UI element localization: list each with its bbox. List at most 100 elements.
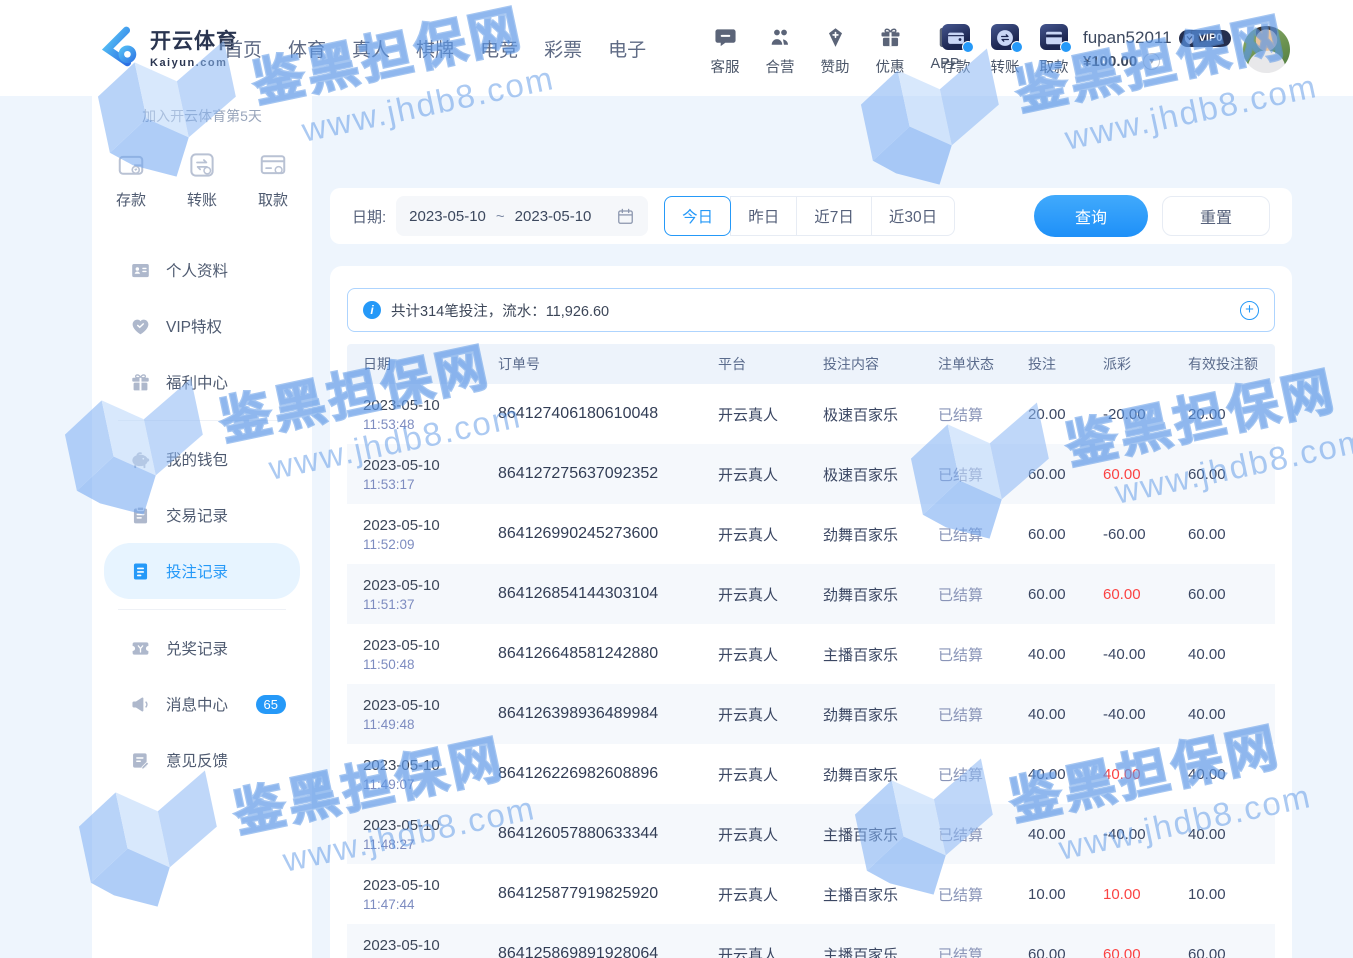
cell-bet-amount: 60.00	[1028, 465, 1066, 483]
date-range-input[interactable]: 2023-05-10 ~ 2023-05-10	[396, 196, 649, 236]
cell-platform: 开云真人	[718, 766, 779, 784]
sidebar-item-bet-records-label: 投注记录	[166, 564, 229, 581]
table-row: 2023-05-10 11:47:44 864125877919825920 开云…	[347, 864, 1275, 924]
header-transfer[interactable]: 转账	[987, 24, 1023, 77]
header-wallet-actions: 存款 转账 取款	[938, 24, 1072, 77]
range-button-4[interactable]: 近30日	[870, 196, 956, 236]
sidebar-quick-deposit[interactable]: 存款	[116, 150, 146, 210]
user-menu[interactable]: fupan52011 VIP0 ¥100.00 ▾	[1083, 28, 1232, 70]
chevron-down-icon[interactable]: ▾	[1143, 53, 1161, 70]
cell-date: 2023-05-10 11:47:44	[363, 876, 440, 912]
header-service[interactable]: 客服	[705, 26, 745, 77]
sidebar-menu: 个人资料 VIP特权 福利中心 我的钱包 交易记录 投注记录 兑奖记录 消息中心…	[92, 242, 312, 788]
partners-icon	[769, 26, 792, 49]
balance: ¥100.00	[1083, 53, 1138, 70]
sidebar-item-transactions[interactable]: 交易记录	[92, 487, 312, 543]
column-header-2: 订单号	[498, 356, 540, 372]
nav-item-6[interactable]: 彩票	[544, 39, 583, 61]
sidebar-quick-withdraw[interactable]: 取款	[258, 150, 288, 210]
cell-payout: -40.00	[1103, 825, 1146, 843]
cell-status: 已结算	[938, 766, 984, 784]
nav-item-4[interactable]: 棋牌	[416, 39, 455, 61]
main-nav: 首页 体育 真人 棋牌 电竞 彩票 电子	[224, 0, 646, 96]
cell-platform: 开云真人	[718, 406, 779, 424]
cell-bet-content: 主播百家乐	[823, 826, 899, 844]
cell-status: 已结算	[938, 406, 984, 424]
cell-bet-content: 劲舞百家乐	[823, 766, 899, 784]
sidebar-item-feedback[interactable]: 意见反馈	[92, 732, 312, 788]
sidebar-item-bet-records[interactable]: 投注记录	[104, 543, 300, 599]
calendar-icon	[616, 207, 635, 226]
piggy-icon	[130, 449, 151, 470]
nav-item-1[interactable]: 首页	[224, 39, 263, 61]
search-button[interactable]: 查询	[1034, 195, 1148, 237]
cell-valid-amount: 40.00	[1188, 825, 1226, 843]
sidebar-item-vip[interactable]: VIP特权	[92, 298, 312, 354]
nav-item-2[interactable]: 体育	[288, 39, 327, 61]
reset-button[interactable]: 重置	[1162, 196, 1270, 236]
expand-plus-icon[interactable]: +	[1240, 300, 1259, 320]
cell-bet-amount: 40.00	[1028, 645, 1066, 663]
nav-item-3[interactable]: 真人	[352, 39, 391, 61]
menu-divider	[118, 420, 286, 421]
sidebar-item-welfare[interactable]: 福利中心	[92, 354, 312, 410]
sidebar-item-wallet[interactable]: 我的钱包	[92, 431, 312, 487]
wallet-outline-icon	[116, 150, 146, 180]
cell-date: 2023-05-10 11:53:17	[363, 456, 440, 492]
cell-platform: 开云真人	[718, 586, 779, 604]
cell-payout: 60.00	[1103, 585, 1141, 603]
range-button-1[interactable]: 今日	[664, 196, 732, 236]
sidebar-item-wallet-label: 我的钱包	[166, 452, 229, 469]
sidebar-item-profile[interactable]: 个人资料	[92, 242, 312, 298]
header-sponsor[interactable]: 赞助	[815, 26, 855, 77]
cell-status: 已结算	[938, 826, 984, 844]
header-sponsor-label: 赞助	[820, 60, 850, 76]
sidebar-quick-transfer[interactable]: 转账	[187, 150, 217, 210]
brand-logo[interactable]: 开云体育 Kaiyun.com	[92, 22, 238, 72]
column-header-7: 派彩	[1103, 356, 1131, 372]
date-separator: ~	[495, 207, 505, 225]
wallet-tile-icon	[942, 24, 974, 53]
table-row: 2023-05-10 11:48:27 864126057880633344 开云…	[347, 804, 1275, 864]
cell-status: 已结算	[938, 946, 984, 958]
cell-payout: 10.00	[1103, 885, 1141, 903]
unread-badge: 65	[255, 694, 286, 714]
nav-item-7[interactable]: 电子	[608, 39, 647, 61]
cell-bet-amount: 20.00	[1028, 405, 1066, 423]
transfer-tile-icon	[991, 24, 1023, 53]
table-row: 2023-05-10 11:51:37 864126854144303104 开云…	[347, 564, 1275, 624]
cell-bet-content: 主播百家乐	[823, 646, 899, 664]
cell-bet-amount: 40.00	[1028, 765, 1066, 783]
cell-date: 2023-05-10 11:49:48	[363, 696, 440, 732]
header-withdraw-label: 取款	[1039, 60, 1069, 76]
cell-date: 2023-05-10 11:49:07	[363, 756, 440, 792]
header-withdraw[interactable]: 取款	[1036, 24, 1072, 77]
cell-bet-amount: 40.00	[1028, 825, 1066, 843]
feedback-icon	[130, 750, 151, 771]
sidebar-item-redeem[interactable]: 兑奖记录	[92, 620, 312, 676]
header-transfer-label: 转账	[990, 60, 1020, 76]
header-partners[interactable]: 合营	[760, 26, 800, 77]
avatar[interactable]	[1243, 26, 1290, 73]
column-header-1: 日期	[363, 356, 391, 372]
cell-order-number: 864126398936489984	[498, 705, 659, 722]
cell-bet-content: 劲舞百家乐	[823, 706, 899, 724]
sidebar-item-vip-label: VIP特权	[166, 319, 222, 336]
nav-item-5[interactable]: 电竞	[480, 39, 519, 61]
ticket-icon	[130, 638, 151, 659]
column-header-6: 投注	[1028, 356, 1056, 372]
header-deposit[interactable]: 存款	[938, 24, 974, 77]
cell-date: 2023-05-10 11:51:37	[363, 576, 440, 612]
sidebar-item-messages[interactable]: 消息中心 65	[92, 676, 312, 732]
cell-valid-amount: 60.00	[1188, 465, 1226, 483]
cell-order-number: 864127275637092352	[498, 465, 659, 482]
cell-payout: 60.00	[1103, 945, 1141, 958]
idcard-icon	[130, 260, 151, 281]
header-quick-icons: 客服 合营 赞助 优惠 APP	[705, 26, 965, 77]
range-button-3[interactable]: 近7日	[796, 196, 872, 236]
range-button-2[interactable]: 昨日	[730, 196, 798, 236]
gift-icon	[879, 26, 902, 49]
header-promo[interactable]: 优惠	[870, 26, 910, 77]
cell-bet-amount: 40.00	[1028, 705, 1066, 723]
